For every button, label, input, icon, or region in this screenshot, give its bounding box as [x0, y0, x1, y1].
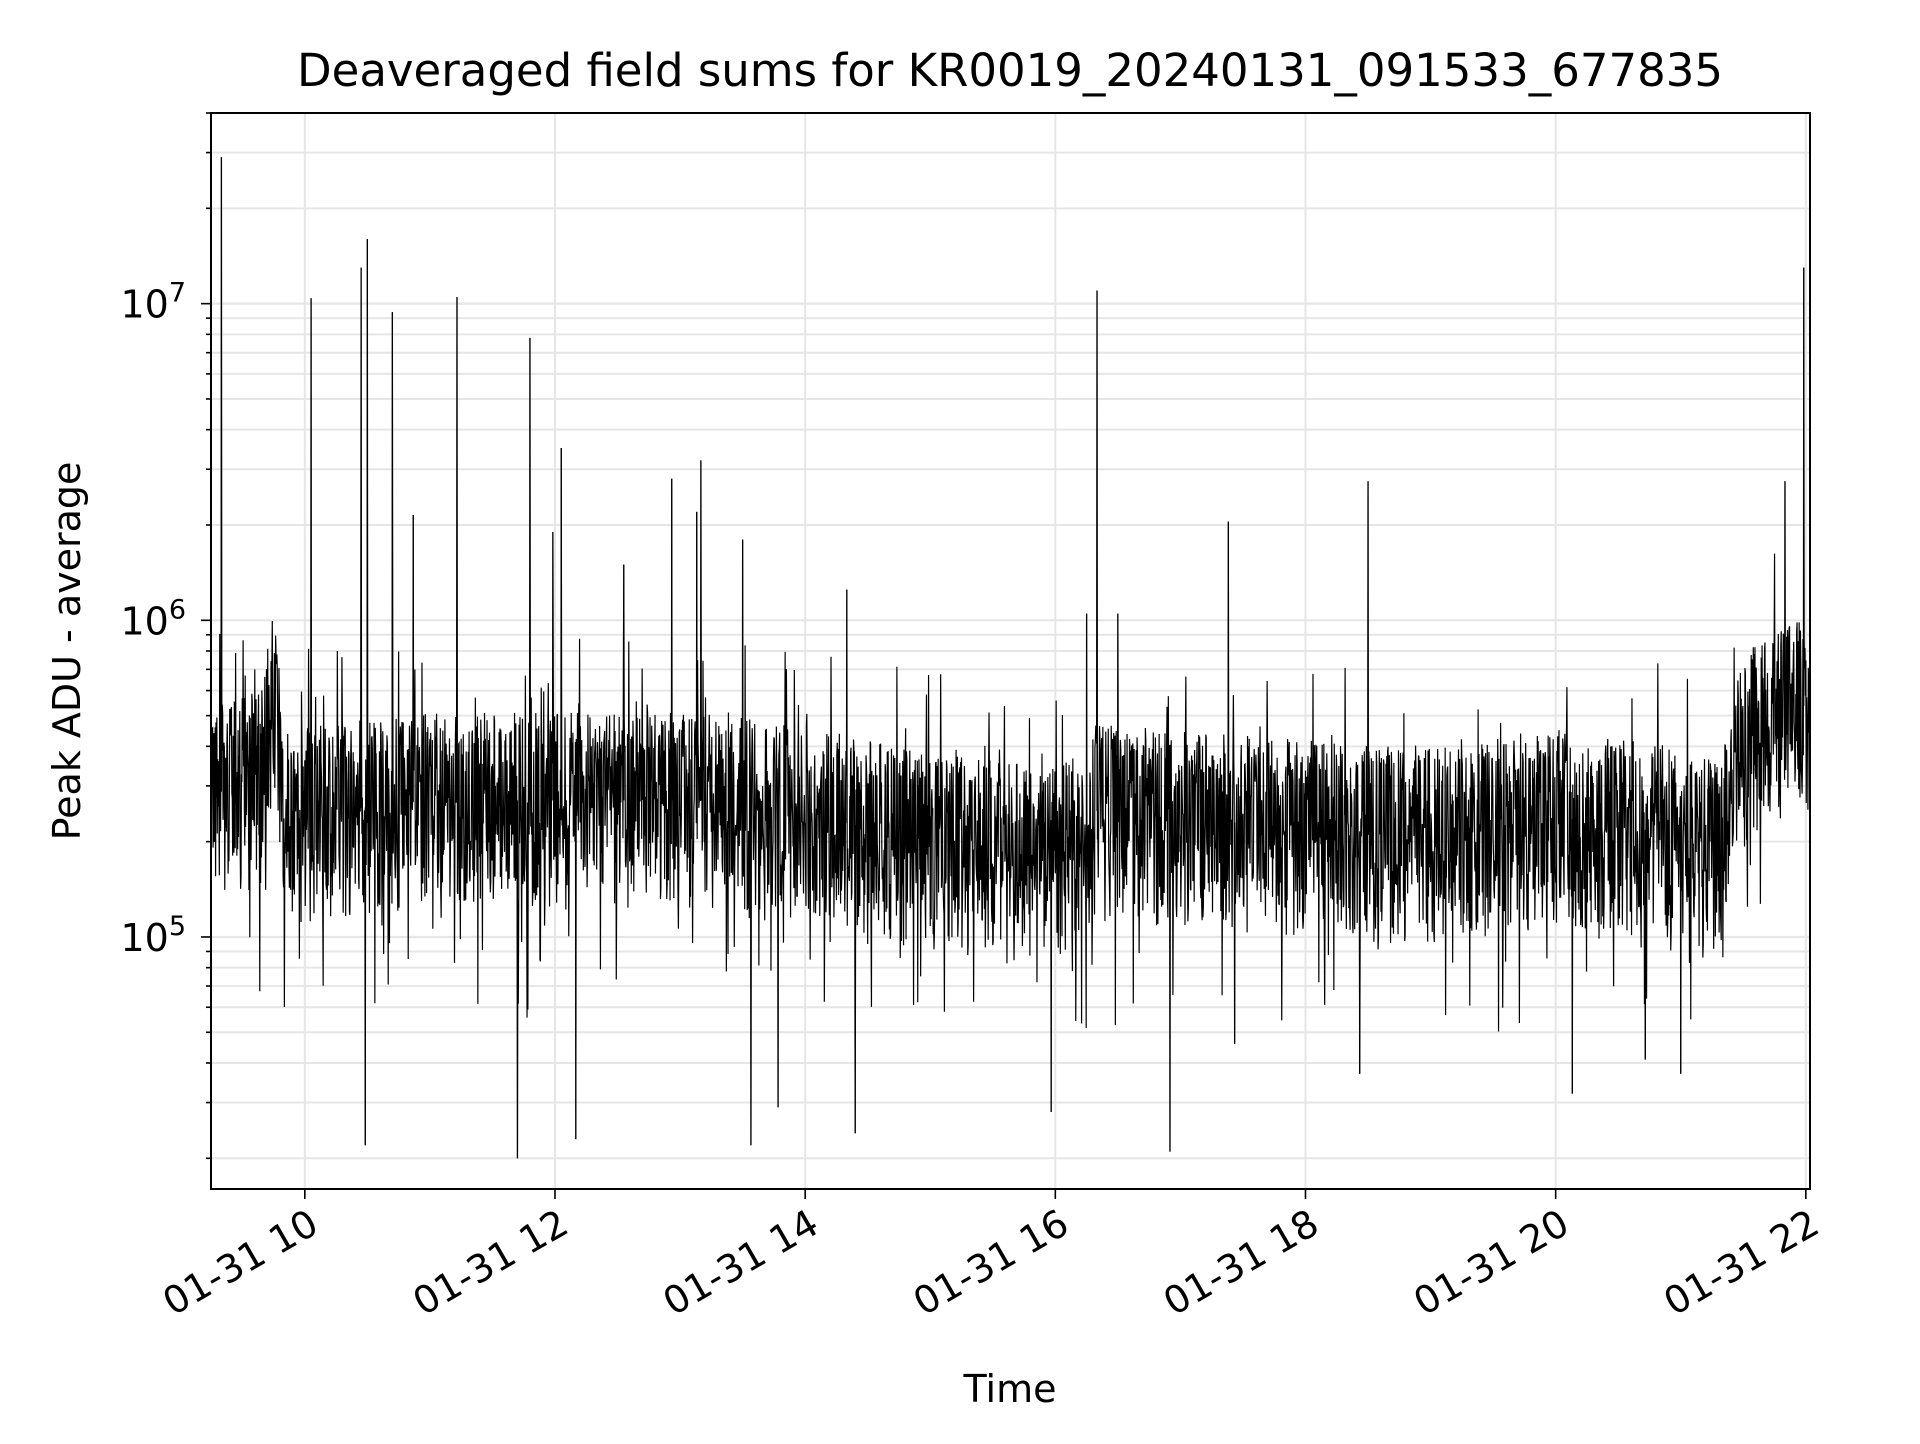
y-tick-label-exponent: 6: [169, 594, 186, 625]
y-tick-label-exponent: 5: [169, 911, 186, 942]
y-tick-label: 106: [120, 594, 186, 643]
y-tick-label-base: 10: [120, 283, 168, 327]
y-tick-label-exponent: 7: [169, 278, 186, 309]
x-axis-label: Time: [963, 1367, 1057, 1411]
y-tick-label: 107: [120, 278, 186, 327]
y-tick-label: 105: [120, 911, 186, 960]
chart-title: Deaveraged field sums for KR0019_2024013…: [297, 44, 1723, 97]
y-tick-label-base: 10: [120, 599, 168, 643]
y-axis-label: Peak ADU - average: [45, 462, 89, 841]
y-tick-label-base: 10: [120, 916, 168, 960]
data-layer: [210, 157, 1811, 1159]
series-line: [210, 157, 1811, 1159]
